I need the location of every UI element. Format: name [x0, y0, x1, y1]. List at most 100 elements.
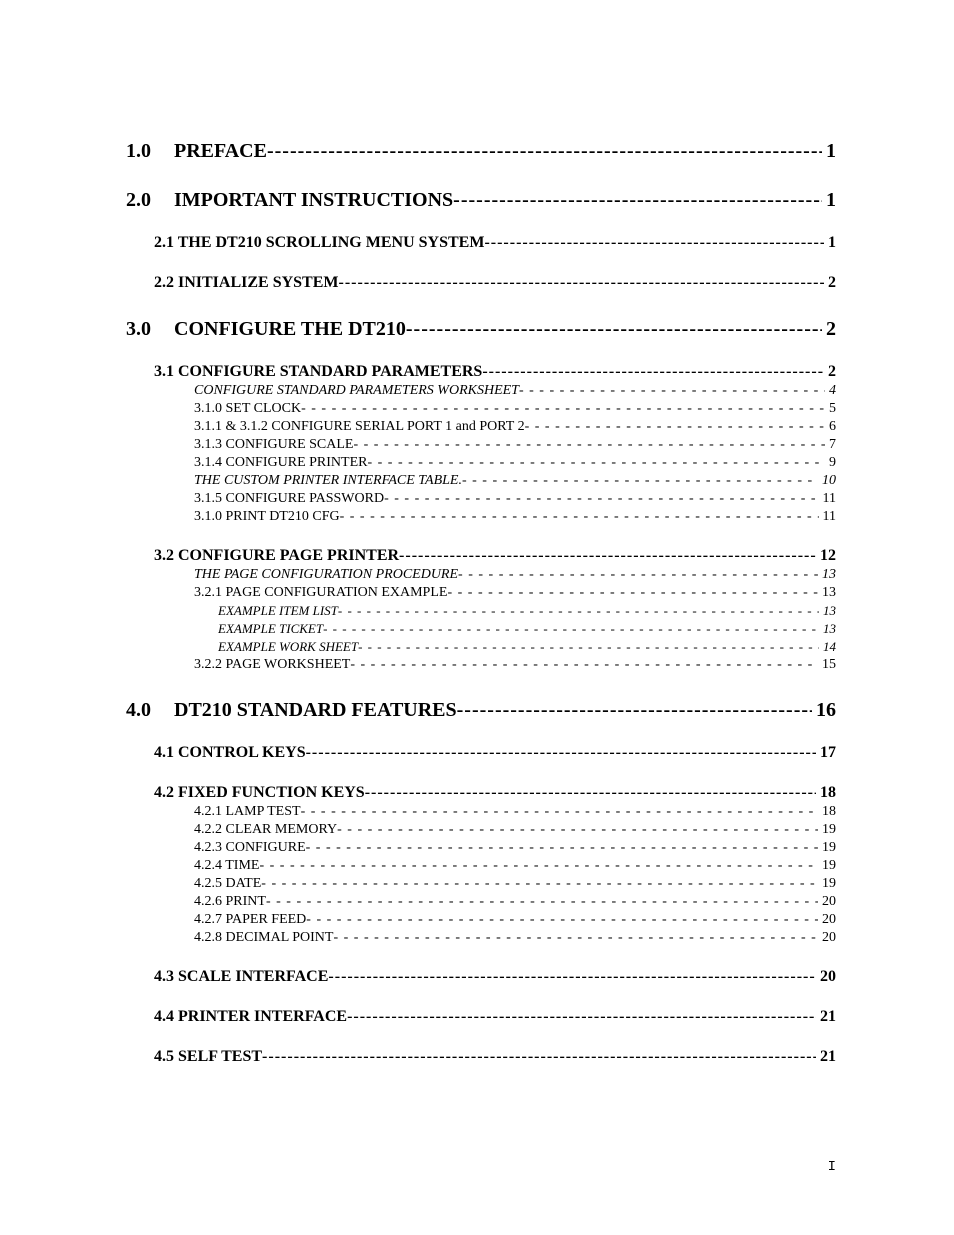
- toc-label: 4.5 SELF TEST: [154, 1048, 262, 1066]
- toc-label: 3.2.1 PAGE CONFIGURATION EXAMPLE: [194, 585, 447, 601]
- toc-leader: ----------------------------------------…: [457, 699, 812, 722]
- toc-entry: THE PAGE CONFIGURATION PROCEDURE- - - - …: [194, 567, 836, 583]
- toc-entry: 3.2.2 PAGE WORKSHEET- - - - - - - - - - …: [194, 657, 836, 673]
- toc-entry: 4.2.4 TIME- - - - - - - - - - - - - - - …: [194, 858, 836, 874]
- toc-page-number: 14: [819, 639, 836, 655]
- toc-label: 3.2.2 PAGE WORKSHEET: [194, 657, 350, 673]
- toc-leader: - - - - - - - - - - - - - - - - - - - - …: [337, 822, 818, 838]
- toc-leader: - - - - - - - - - - - - - - - - - - - - …: [323, 621, 819, 637]
- toc-entry: 3.0CONFIGURE THE DT210 -----------------…: [126, 318, 836, 341]
- toc-title: CONFIGURE THE DT210: [174, 318, 406, 340]
- toc-label: 1.0PREFACE: [126, 140, 267, 163]
- toc-page-number: 20: [818, 894, 836, 910]
- toc-leader: ----------------------------------------…: [347, 1008, 816, 1026]
- toc-page-number: 4: [825, 383, 836, 399]
- toc-page-number: 10: [818, 473, 836, 489]
- toc-title: IMPORTANT INSTRUCTIONS: [174, 189, 453, 211]
- toc-page-number: 15: [818, 657, 836, 673]
- toc-label: 3.1 CONFIGURE STANDARD PARAMETERS: [154, 363, 482, 381]
- toc-page-number: 20: [818, 930, 836, 946]
- toc-page-number: 18: [816, 784, 836, 802]
- toc-entry: 4.2.5 DATE- - - - - - - - - - - - - - - …: [194, 876, 836, 892]
- toc-number: 3.0: [126, 318, 174, 341]
- toc-entry: 1.0PREFACE------------------------------…: [126, 140, 836, 163]
- toc-page-number: 17: [816, 744, 836, 762]
- toc-label: 3.1.3 CONFIGURE SCALE: [194, 437, 353, 453]
- toc-leader: ----------------------------------------…: [365, 784, 816, 802]
- toc-entry: 2.0IMPORTANT INSTRUCTIONS---------------…: [126, 189, 836, 212]
- toc-page-number: 11: [819, 491, 836, 507]
- toc-entry: 2.2 INITIALIZE SYSTEM-------------------…: [154, 274, 836, 292]
- toc-leader: - - - - - - - - - - - - - - - - - - - - …: [458, 567, 818, 583]
- toc-leader: - - - - - - - - - - - - - - - - - - - - …: [266, 894, 818, 910]
- toc-leader: - - - - - - - - - - - - - - - - - - - - …: [358, 639, 819, 655]
- toc-label: EXAMPLE WORK SHEET: [218, 639, 358, 655]
- toc-entry: 4.3 SCALE INTERFACE --------------------…: [154, 968, 836, 986]
- toc-entry: 3.1.3 CONFIGURE SCALE - - - - - - - - - …: [194, 437, 836, 453]
- toc-label: THE PAGE CONFIGURATION PROCEDURE: [194, 567, 458, 583]
- toc-leader: ----------------------------------------…: [406, 318, 822, 341]
- toc-label: 4.2.8 DECIMAL POINT: [194, 930, 333, 946]
- toc-leader: - - - - - - - - - - - - - - - - - - - - …: [462, 473, 818, 489]
- toc-entry: 4.2.7 PAPER FEED- - - - - - - - - - - - …: [194, 912, 836, 928]
- toc-leader: - - - - - - - - - - - - - - - - - - - - …: [301, 804, 818, 820]
- toc-page-number: 16: [812, 699, 836, 722]
- toc-entry: 3.2 CONFIGURE PAGE PRINTER -------------…: [154, 547, 836, 565]
- toc-label: 4.1 CONTROL KEYS: [154, 744, 306, 762]
- toc-leader: ----------------------------------------…: [306, 744, 816, 762]
- toc-entry: 4.1 CONTROL KEYS------------------------…: [154, 744, 836, 762]
- toc-leader: ----------------------------------------…: [399, 547, 816, 565]
- toc-entry: 4.4 PRINTER INTERFACE-------------------…: [154, 1008, 836, 1026]
- toc-page-number: 21: [816, 1008, 836, 1026]
- toc-leader: ----------------------------------------…: [267, 140, 822, 163]
- toc-entry: 4.5 SELF TEST---------------------------…: [154, 1048, 836, 1066]
- toc-leader: ----------------------------------------…: [484, 234, 824, 252]
- toc-label: EXAMPLE ITEM LIST: [218, 603, 338, 619]
- toc-entry: 3.1.4 CONFIGURE PRINTER- - - - - - - - -…: [194, 455, 836, 471]
- toc-leader: - - - - - - - - - - - - - - - - - - - - …: [367, 455, 825, 471]
- toc-label: 4.2.7 PAPER FEED: [194, 912, 306, 928]
- toc-entry: 3.1.0 PRINT DT210 CFG- - - - - - - - - -…: [194, 509, 836, 525]
- toc-page-number: 20: [818, 912, 836, 928]
- toc-label: 3.0CONFIGURE THE DT210: [126, 318, 406, 341]
- toc-page-number: 1: [822, 140, 836, 163]
- toc-entry: 4.2.1 LAMP TEST - - - - - - - - - - - - …: [194, 804, 836, 820]
- toc-label: 4.2.6 PRINT: [194, 894, 266, 910]
- toc-leader: - - - - - - - - - - - - - - - - - - - - …: [353, 437, 825, 453]
- toc-page-number: 1: [822, 189, 836, 212]
- toc-label: 4.0DT210 STANDARD FEATURES: [126, 699, 457, 722]
- toc-label: 3.1.1 & 3.1.2 CONFIGURE SERIAL PORT 1 an…: [194, 419, 525, 435]
- toc-title: PREFACE: [174, 140, 267, 162]
- toc-page-number: 21: [816, 1048, 836, 1066]
- toc-page-number: 9: [825, 455, 836, 471]
- toc-leader: ----------------------------------------…: [482, 363, 824, 381]
- toc-leader: ----------------------------------------…: [262, 1048, 816, 1066]
- toc-label: EXAMPLE TICKET: [218, 621, 323, 637]
- toc-page-number: 6: [825, 419, 836, 435]
- toc-page-number: 13: [818, 567, 836, 583]
- toc-entry: 4.2.3 CONFIGURE- - - - - - - - - - - - -…: [194, 840, 836, 856]
- toc-page-number: 19: [818, 858, 836, 874]
- toc-label: CONFIGURE STANDARD PARAMETERS WORKSHEET: [194, 383, 519, 399]
- page: 1.0PREFACE------------------------------…: [0, 0, 954, 1235]
- toc-entry: 4.2 FIXED FUNCTION KEYS-----------------…: [154, 784, 836, 802]
- toc-page-number: 12: [816, 547, 836, 565]
- toc-page-number: 11: [819, 509, 836, 525]
- toc-page-number: 1: [824, 234, 836, 252]
- toc-entry: EXAMPLE WORK SHEET - - - - - - - - - - -…: [218, 639, 836, 655]
- toc-entry: EXAMPLE TICKET - - - - - - - - - - - - -…: [218, 621, 836, 637]
- toc-leader: - - - - - - - - - - - - - - - - - - - - …: [306, 912, 818, 928]
- toc-leader: - - - - - - - - - - - - - - - - - - - - …: [261, 876, 818, 892]
- toc-label: 4.2.4 TIME: [194, 858, 259, 874]
- toc-label: THE CUSTOM PRINTER INTERFACE TABLE.: [194, 473, 462, 489]
- toc-label: 3.2 CONFIGURE PAGE PRINTER: [154, 547, 399, 565]
- toc-entry: EXAMPLE ITEM LIST- - - - - - - - - - - -…: [218, 603, 836, 619]
- toc-title: DT210 STANDARD FEATURES: [174, 699, 457, 721]
- toc-entry: THE CUSTOM PRINTER INTERFACE TABLE. - - …: [194, 473, 836, 489]
- toc-page-number: 2: [822, 318, 836, 341]
- toc-entry: 3.2.1 PAGE CONFIGURATION EXAMPLE- - - - …: [194, 585, 836, 601]
- toc-page-number: 19: [818, 822, 836, 838]
- toc-label: 4.2.2 CLEAR MEMORY: [194, 822, 337, 838]
- toc-leader: - - - - - - - - - - - - - - - - - - - - …: [384, 491, 818, 507]
- toc-label: 3.1.0 PRINT DT210 CFG: [194, 509, 340, 525]
